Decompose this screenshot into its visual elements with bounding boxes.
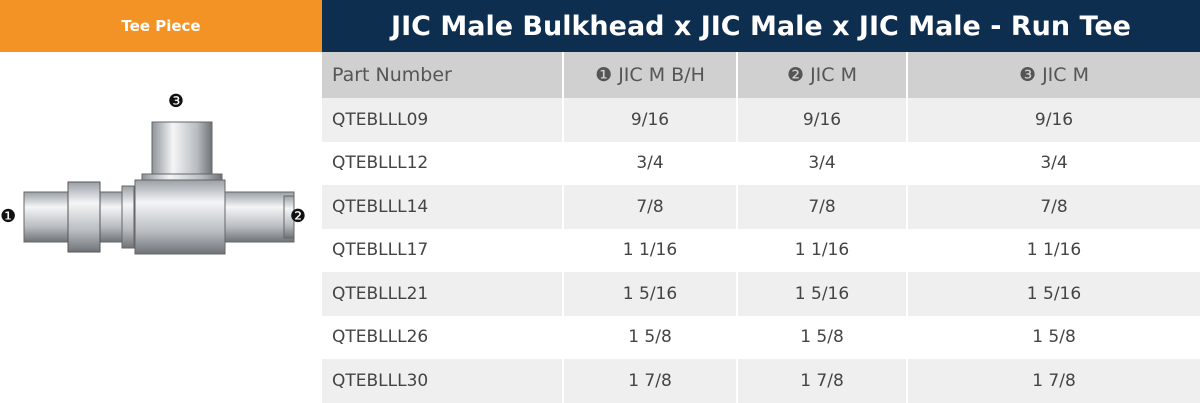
part-number: QTEBLLL21	[322, 272, 563, 316]
size-cell: 1 7/8	[736, 359, 907, 403]
size-cell: 1 5/8	[562, 315, 737, 359]
part-number: QTEBLLL26	[322, 315, 563, 359]
part-number: QTEBLLL12	[322, 141, 563, 185]
size-cell: 7/8	[906, 185, 1200, 229]
size-cell: 9/16	[562, 98, 737, 142]
size-cell: 9/16	[906, 98, 1200, 142]
size-cell: 1 5/16	[562, 272, 737, 316]
size-cell: 9/16	[736, 98, 907, 142]
size-cell: 7/8	[562, 185, 737, 229]
table-row: QTEBLLL17 1 1/16 1 1/16 1 1/16	[322, 228, 1200, 272]
column-header: ❶ JIC M B/H	[562, 52, 737, 98]
size-cell: 1 5/8	[736, 315, 907, 359]
table-row: QTEBLLL14 7/8 7/8 7/8	[322, 185, 1200, 229]
size-cell: 3/4	[906, 141, 1200, 185]
size-cell: 1 7/8	[906, 359, 1200, 403]
size-cell: 1 5/16	[736, 272, 907, 316]
table-row: QTEBLLL09 9/16 9/16 9/16	[322, 98, 1200, 142]
size-cell: 1 1/16	[906, 228, 1200, 272]
size-cell: 1 1/16	[736, 228, 907, 272]
column-header: ❸ JIC M	[906, 52, 1200, 98]
marker: ❶	[0, 206, 16, 227]
section-label: Tee Piece	[0, 0, 322, 52]
size-cell: 7/8	[736, 185, 907, 229]
table-row: QTEBLLL12 3/4 3/4 3/4	[322, 141, 1200, 185]
size-cell: 3/4	[736, 141, 907, 185]
column-header: ❷ JIC M	[736, 52, 907, 98]
size-cell: 1 5/8	[906, 315, 1200, 359]
table-row: QTEBLLL21 1 5/16 1 5/16 1 5/16	[322, 272, 1200, 316]
size-cell: 1 5/16	[906, 272, 1200, 316]
part-number: QTEBLLL09	[322, 98, 563, 142]
product-image: ❸ ❶ ❷	[0, 91, 306, 255]
table-row: QTEBLLL26 1 5/8 1 5/8 1 5/8	[322, 315, 1200, 359]
part-number: QTEBLLL30	[322, 359, 563, 403]
marker: ❸	[168, 91, 184, 112]
marker: ❷	[290, 206, 306, 227]
table-row: QTEBLLL30 1 7/8 1 7/8 1 7/8	[322, 359, 1200, 403]
size-cell: 3/4	[562, 141, 737, 185]
size-cell: 1 7/8	[562, 359, 737, 403]
column-header: Part Number	[322, 52, 563, 98]
page-title: JIC Male Bulkhead x JIC Male x JIC Male …	[322, 0, 1200, 52]
part-number: QTEBLLL17	[322, 228, 563, 272]
part-number: QTEBLLL14	[322, 185, 563, 229]
size-cell: 1 1/16	[562, 228, 737, 272]
